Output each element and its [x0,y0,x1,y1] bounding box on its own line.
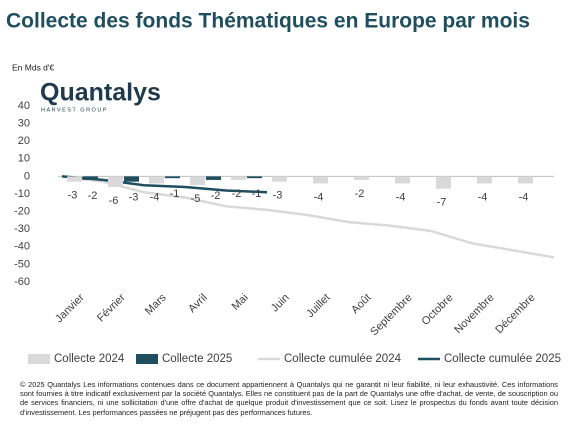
y-tick-label: 30 [18,118,30,130]
logo: Quantalys [40,79,161,107]
bar [477,176,492,184]
data-label: -6 [109,195,119,207]
data-label: -2 [232,188,242,200]
data-label: -4 [150,191,160,203]
x-tick-label: Décembre [493,292,537,336]
data-label: -7 [437,197,447,209]
bar [206,176,221,180]
x-tick-label: Juin [269,292,292,315]
legend-label: Collecte cumulée 2025 [444,353,561,365]
bar [67,176,82,182]
y-axis-label: En Mds d'€ [12,62,55,72]
y-tick-label: 20 [18,135,30,147]
x-tick-label: Mars [143,291,169,317]
bar [313,176,328,184]
y-tick-label: -50 [14,258,30,270]
x-tick-label: Février [95,291,128,324]
y-tick-label: -40 [14,241,30,253]
bar [149,176,164,184]
data-label: -1 [252,188,262,200]
data-label: -5 [191,193,201,205]
x-tick-label: Octobre [420,292,456,328]
bar [190,176,205,186]
data-label: -4 [396,191,406,203]
x-tick-label: Septembre [368,292,415,339]
line [102,178,268,194]
data-label: -4 [478,191,488,203]
bar [165,176,180,179]
data-label: -4 [314,191,324,203]
x-tick-label: Avril [186,292,209,315]
data-label: -2 [211,190,221,202]
line [102,180,555,259]
bar [247,176,262,179]
y-tick-label: -30 [14,223,30,235]
y-tick-label: 40 [18,100,30,112]
data-label: -3 [68,190,78,202]
legend-label: Collecte 2025 [162,353,232,365]
legend-swatch [28,354,50,364]
bar [231,176,246,180]
logo-tagline: HARVEST GROUP [41,107,108,113]
chart-title: Collecte des fonds Thématiques en Europe… [6,10,530,33]
bar [108,176,123,187]
bar [83,176,98,180]
data-label: -4 [519,191,529,203]
bar [272,176,287,182]
x-tick-label: Août [349,292,373,316]
bar [124,176,139,182]
legend-swatch [136,354,158,364]
bar [354,176,369,180]
legend-label: Collecte 2024 [54,353,125,365]
x-tick-label: Janvier [53,291,87,325]
bar [436,176,451,189]
data-label: -3 [129,192,139,204]
legend-label: Collecte cumulée 2024 [284,353,402,365]
data-label: -2 [88,190,98,202]
chart: Collecte des fonds Thématiques en Europe… [6,10,561,365]
x-tick-label: Novembre [452,292,496,336]
data-label: -3 [273,190,283,202]
bar [395,176,410,184]
y-tick-label: -60 [14,276,30,288]
x-tick-label: Mai [230,292,251,313]
y-tick-label: -10 [14,188,30,200]
data-label: -2 [355,188,365,200]
bar [518,176,533,184]
y-tick-label: 10 [18,153,30,165]
footer: © 2025 Quantalys Les informations conten… [20,380,558,417]
x-tick-label: Juillet [304,292,332,320]
data-label: -1 [170,188,180,200]
y-tick-label: 0 [24,170,30,182]
y-tick-label: -20 [14,206,30,218]
